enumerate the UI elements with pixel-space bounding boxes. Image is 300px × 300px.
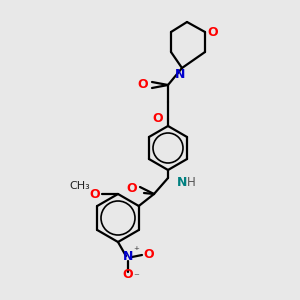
Text: O: O — [153, 112, 163, 125]
Text: H: H — [187, 176, 195, 188]
Text: O: O — [144, 248, 154, 262]
Text: ⁺: ⁺ — [133, 246, 139, 256]
Text: O: O — [208, 26, 218, 38]
Text: O: O — [127, 182, 137, 196]
Text: CH₃: CH₃ — [70, 181, 90, 191]
Text: O: O — [90, 188, 100, 200]
Text: N: N — [123, 250, 133, 263]
Text: O: O — [123, 268, 133, 281]
Text: N: N — [177, 176, 187, 188]
Text: N: N — [175, 68, 185, 80]
Text: ⁻: ⁻ — [133, 272, 139, 282]
Text: O: O — [138, 79, 148, 92]
